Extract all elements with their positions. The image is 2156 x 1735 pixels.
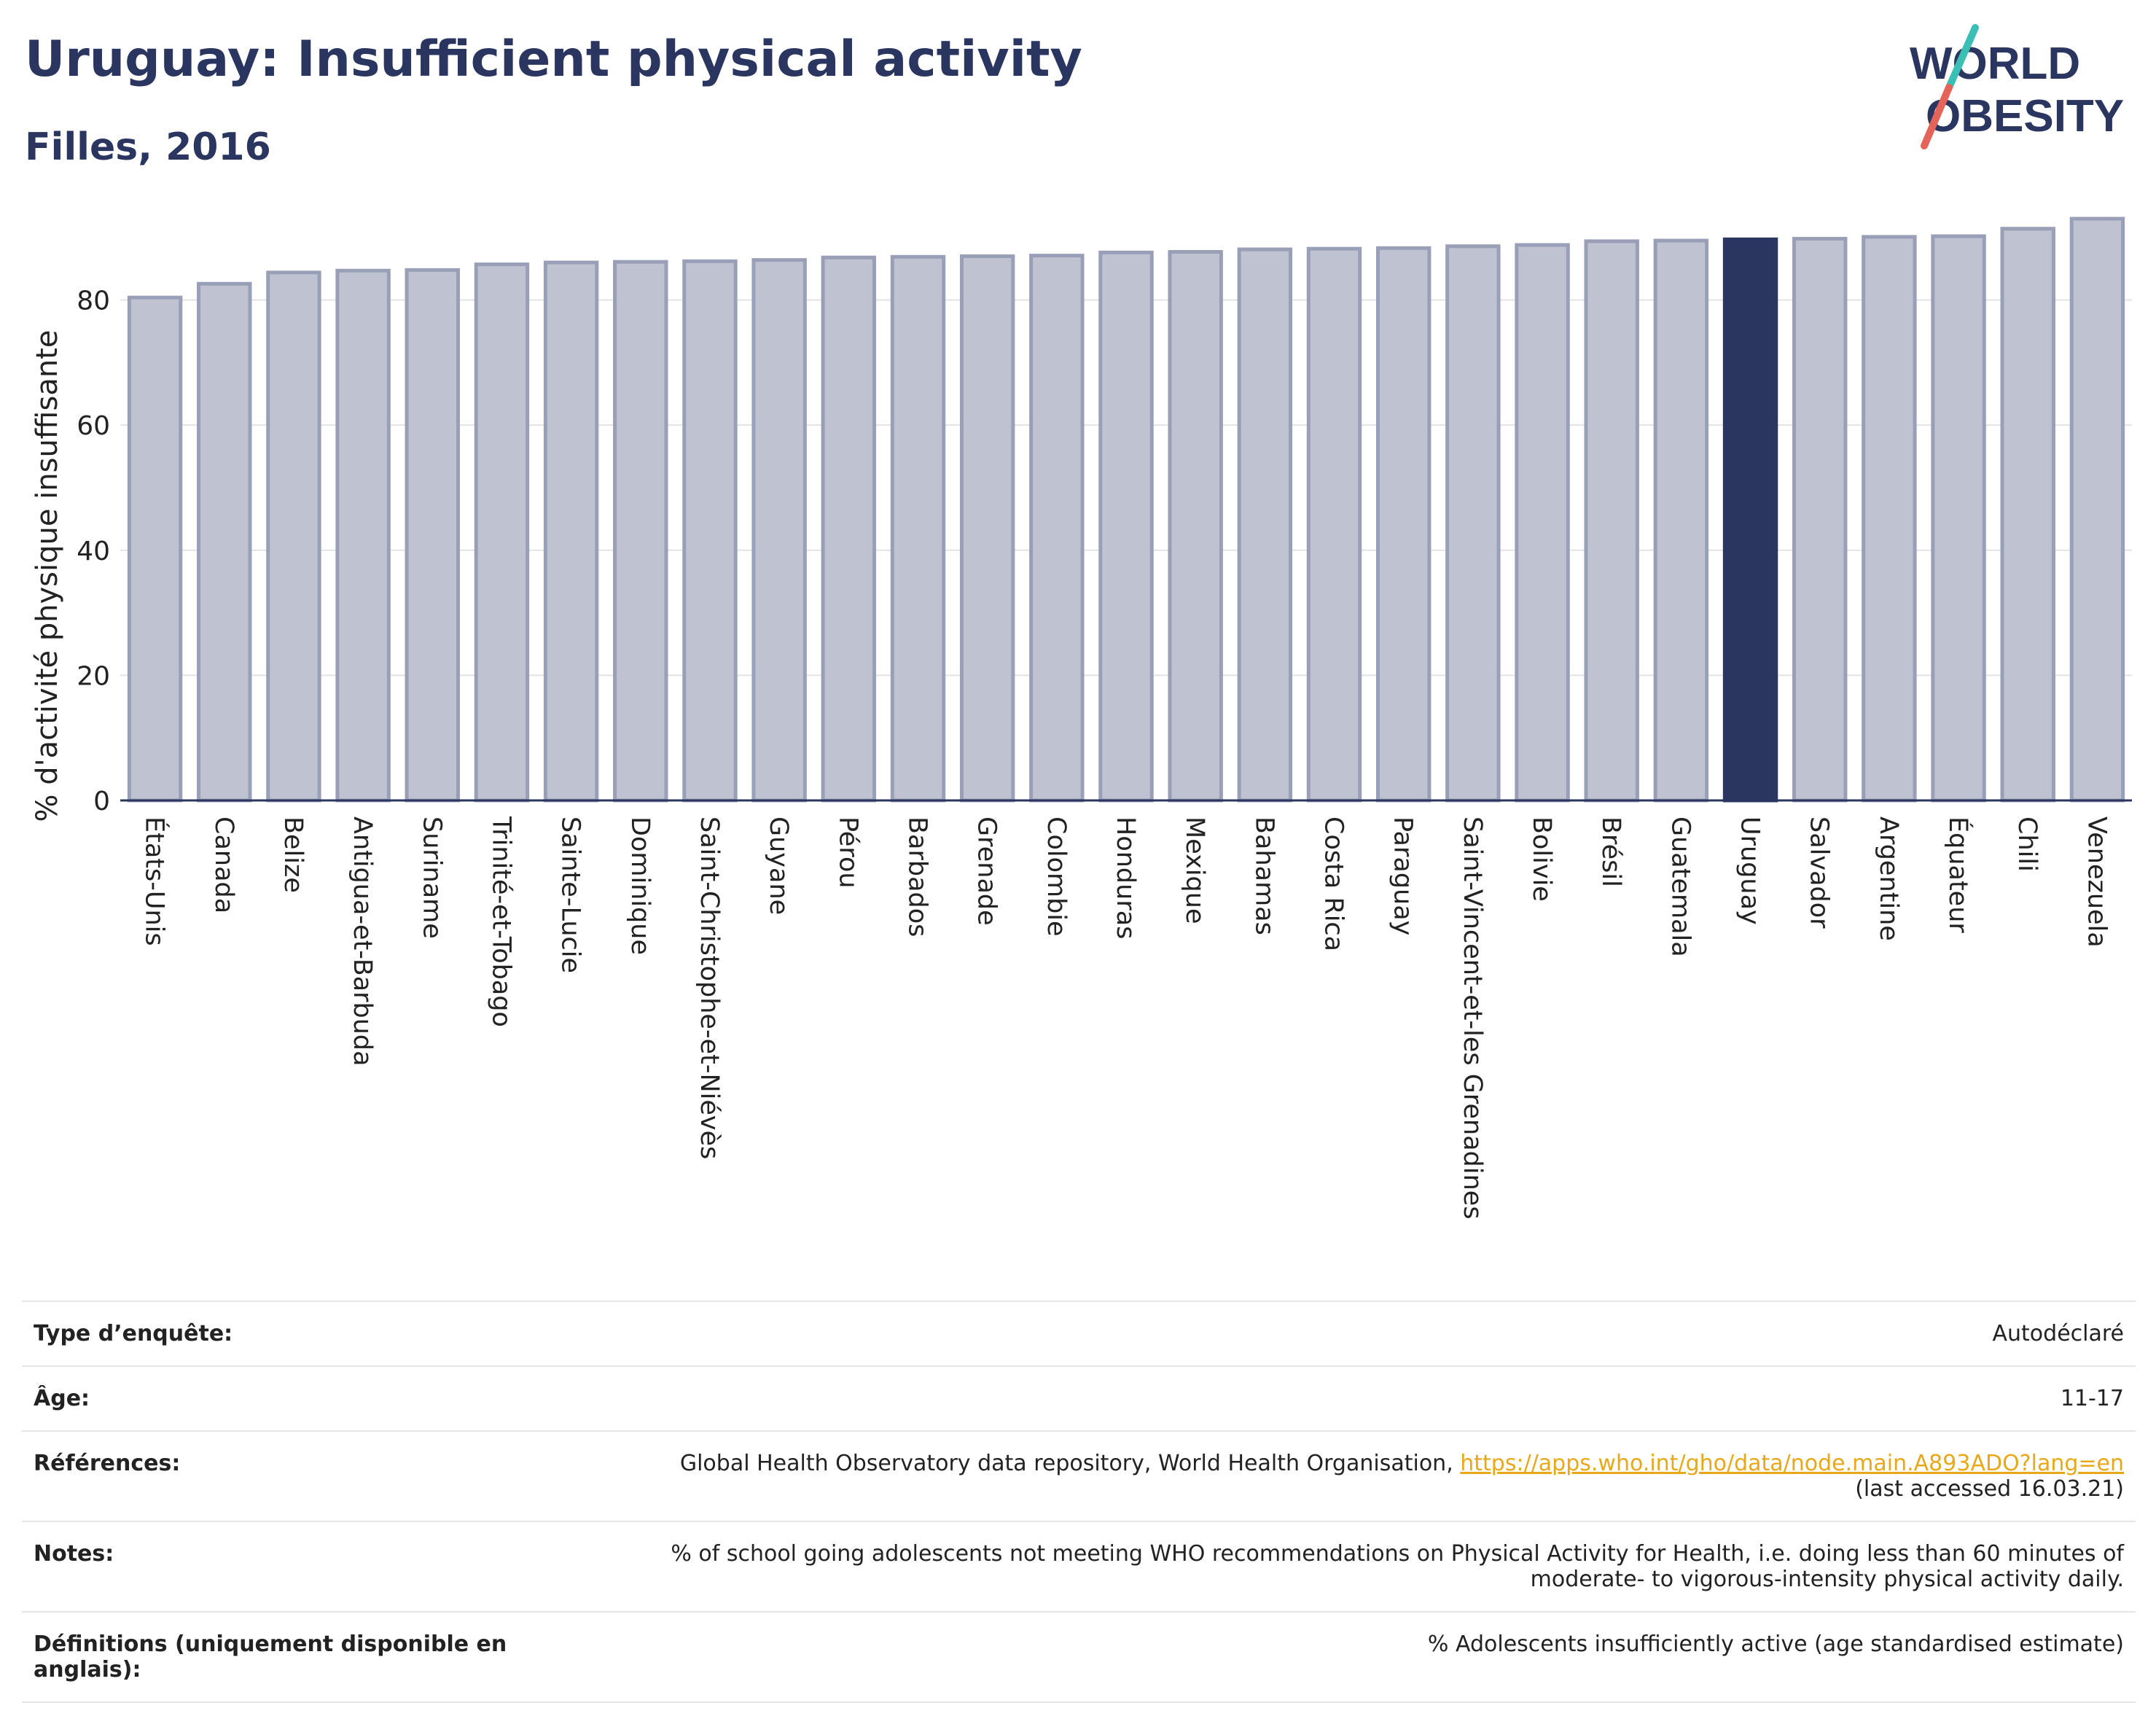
y-tick-label: 60 [77,411,110,441]
world-obesity-logo: WORLD OBESITY [1910,24,2124,149]
x-tick-label: Dominique [625,816,655,955]
references-text: Global Health Observatory data repositor… [679,1451,1461,1476]
bar-15 [1168,249,1223,803]
x-tick-label: Grenade [972,816,1001,926]
bar-6 [543,260,599,803]
x-tick-label: Mexique [1180,816,1209,924]
x-tick-label: Paraguay [1388,816,1418,935]
bar-20 [1515,243,1570,803]
notes-line1: % of school going adolescents not meetin… [671,1541,2124,1567]
y-axis-label: % d'activité physique insuffisante [31,330,64,822]
bar-9 [751,258,807,803]
y-tick-label: 0 [93,787,110,816]
definitions-value: % Adolescents insufficiently active (age… [1427,1631,2124,1657]
x-tick-label: Colombie [1042,816,1071,937]
chart-title: Uruguay: Insufficient physical activity [25,31,1082,88]
x-tick-label: Guyane [764,816,793,915]
bar-16 [1237,247,1293,803]
bar-11 [890,254,946,803]
x-tick-label: Bolivie [1527,816,1556,902]
bar-12 [959,254,1015,803]
bar-27 [2000,227,2055,803]
bar-17 [1306,246,1362,803]
x-tick-label: Venezuela [2082,816,2111,948]
logo-line1: WORLD [1910,39,2080,89]
age-value: 11-17 [2060,1386,2124,1411]
y-tick-label: 80 [77,286,110,316]
bar-21 [1584,239,1639,803]
x-tick-label: Belize [278,816,308,893]
bar-19 [1445,244,1501,803]
info-table: Type d’enquête: Autodéclaré Âge: 11-17 R… [22,1301,2136,1703]
bar-1 [197,281,252,803]
bar-22 [1653,238,1709,803]
x-tick-label: Saint-Vincent-et-les Grenadines [1458,816,1487,1220]
x-tick-label: Costa Rica [1319,816,1348,951]
bar-23 [1722,237,1778,803]
bar-3 [335,268,391,803]
x-tick-label: Équateur [1943,816,1974,933]
survey-type-value: Autodéclaré [1992,1321,2125,1346]
bar-7 [613,260,668,803]
notes-row: Notes: % of school going adolescents not… [22,1521,2136,1611]
x-tick-label: Saint-Christophe-et-Niévès [695,816,724,1159]
survey-type-label: Type d’enquête: [34,1321,233,1346]
age-label: Âge: [34,1386,90,1411]
logo-slash-teal [1945,24,1979,91]
references-accessed: (last accessed 16.03.21) [1855,1476,2124,1502]
x-tick-label: Canada [209,816,238,913]
notes-value: % of school going adolescents not meetin… [529,1541,2124,1592]
bar-24 [1792,236,1848,803]
y-tick-label: 20 [77,661,110,691]
bar-8 [682,259,738,803]
x-tick-label: Bahamas [1249,816,1278,935]
x-tick-label: Antigua-et-Barbuda [348,816,377,1067]
bar-5 [474,262,530,803]
logo-line2: OBESITY [1926,91,2124,141]
x-tick-label: Barbados [902,816,931,937]
axes: 0 20 40 60 80 États-Unis Canada Belize Antigua-e… [77,286,2132,1220]
bars [127,217,2125,803]
x-tick-label: Uruguay [1735,816,1765,925]
x-tick-label: Brésil [1596,816,1625,887]
x-tick-label: Trinité-et-Tobago [486,816,515,1027]
logo-slash-red [1921,84,1953,149]
bar-14 [1098,250,1154,803]
bar-13 [1029,254,1085,803]
x-tick-label: Pérou [833,816,862,889]
bar-4 [405,268,460,803]
x-tick-label: États-Unis [140,816,171,946]
x-tick-label: Guatemala [1665,816,1695,957]
x-tick-label: Chili [2012,816,2042,872]
definitions-row: Définitions (uniquement disponible en an… [22,1611,2136,1703]
bar-25 [1862,235,1917,803]
x-tick-label: Honduras [1111,816,1140,939]
age-row: Âge: 11-17 [22,1365,2136,1430]
bar-18 [1375,246,1432,803]
x-tick-label: Sainte-Lucie [556,816,585,973]
bar-0 [127,295,183,803]
x-tick-label: Salvador [1805,816,1834,929]
y-tick-label: 40 [77,537,110,566]
notes-label: Notes: [34,1541,114,1567]
bar-10 [821,255,877,803]
x-tick-label: Suriname [417,816,446,939]
definitions-label: Définitions (uniquement disponible en an… [34,1631,507,1683]
bar-28 [2069,217,2125,803]
survey-type-row: Type d’enquête: Autodéclaré [22,1301,2136,1365]
references-link[interactable]: https://apps.who.int/gho/data/node.main.… [1460,1451,2124,1476]
references-value: Global Health Observatory data repositor… [529,1451,2124,1502]
references-label: Références: [34,1451,181,1476]
chart-subtitle: Filles, 2016 [25,125,271,169]
notes-line2: moderate- to vigorous-intensity physical… [1530,1567,2124,1592]
x-tick-label: Argentine [1874,816,1903,941]
references-row: Références: Global Health Observatory da… [22,1430,2136,1521]
bar-26 [1931,234,1986,803]
bar-2 [266,270,321,803]
bar-chart: 0 20 40 60 80 États-Unis Canada Belize Antigua-e… [31,217,2132,1220]
